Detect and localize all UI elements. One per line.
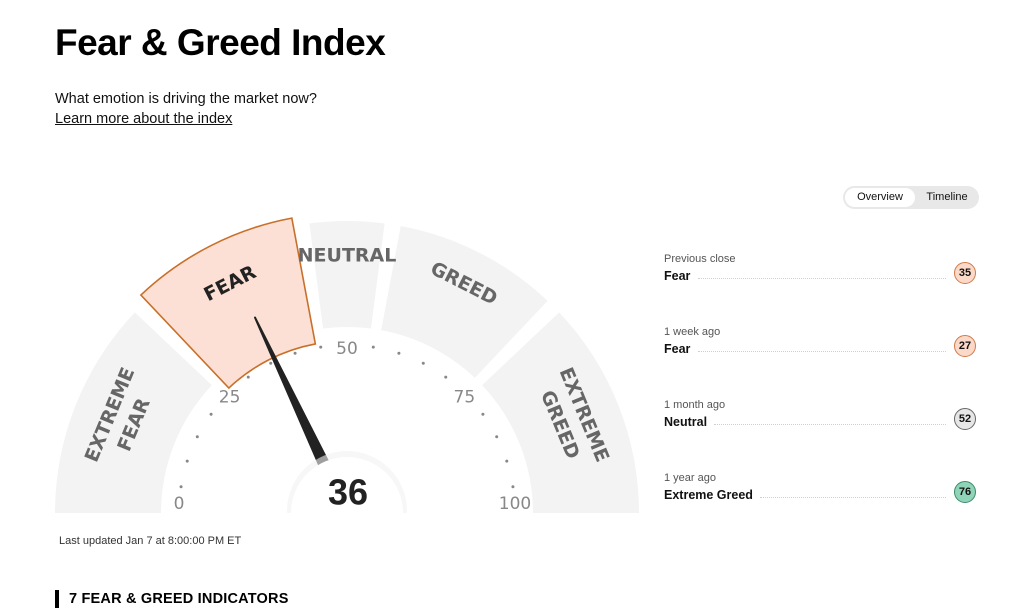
history-period: 1 month ago [664,399,726,411]
history-period: Previous close [664,253,736,265]
history-1-month-ago: 1 month ago Neutral 52 [664,399,976,439]
gauge-tick-dot [319,345,323,349]
gauge-tick-dot [269,361,273,365]
last-updated-text: Last updated Jan 7 at 8:00:00 PM ET [59,535,242,547]
dotted-leader [714,424,946,425]
history-value-badge: 52 [954,408,976,430]
gauge-zone-extreme-greed [482,312,639,513]
gauge-zone-greed [381,225,548,378]
indicators-heading: 7 FEAR & GREED INDICATORS [69,591,289,607]
gauge-tick-dot [421,361,425,365]
dotted-leader [760,497,946,498]
gauge-zone-fear [139,217,317,390]
gauge-tick-dot [511,485,515,489]
gauge-tick-dot [397,351,401,355]
history-period: 1 week ago [664,326,721,338]
history-rating: Neutral [664,415,708,429]
gauge-zone-label: NEUTRAL [298,245,397,267]
history-value-badge: 76 [954,481,976,503]
gauge-tick-label: 50 [336,339,358,359]
gauge-tick-dot [195,435,199,439]
gauge-tick-dot [185,459,189,463]
history-previous-close: Previous close Fear 35 [664,253,976,293]
history-period: 1 year ago [664,472,716,484]
gauge-tick-dot [209,412,213,416]
page-subtitle: What emotion is driving the market now? [55,91,317,107]
history-value-badge: 35 [954,262,976,284]
gauge-tick-dot [505,459,509,463]
gauge-tick-dot [293,351,297,355]
gauge-tick-dot [495,435,499,439]
gauge-tick-label: 75 [454,388,476,408]
page-title: Fear & Greed Index [55,22,386,63]
dotted-leader [698,278,946,279]
gauge-tick-dot [371,345,375,349]
gauge-zone-neutral [309,221,385,329]
learn-more-link[interactable]: Learn more about the index [55,111,233,127]
history-rating: Fear [664,269,691,283]
history-1-year-ago: 1 year ago Extreme Greed 76 [664,472,976,512]
section-marker [55,590,59,608]
gauge-value: 36 [328,472,368,513]
gauge-baseline-mask [40,513,660,615]
view-toggle[interactable]: Overview Timeline [843,186,979,209]
gauge-tick-dot [246,375,250,379]
gauge-tick-label: 25 [219,388,241,408]
overview-tab[interactable]: Overview [845,188,915,207]
gauge-tick-label: 100 [499,494,531,514]
history-rating: Fear [664,342,691,356]
timeline-tab[interactable]: Timeline [926,191,968,203]
history-value-badge: 27 [954,335,976,357]
gauge-tick-label: 0 [174,494,185,514]
history-1-week-ago: 1 week ago Fear 27 [664,326,976,366]
gauge-tick-dot [179,485,183,489]
gauge-tick-dot [481,412,485,416]
dotted-leader [698,351,946,352]
history-rating: Extreme Greed [664,488,753,502]
gauge-zone-extreme-fear [55,312,212,513]
gauge-tick-dot [444,375,448,379]
